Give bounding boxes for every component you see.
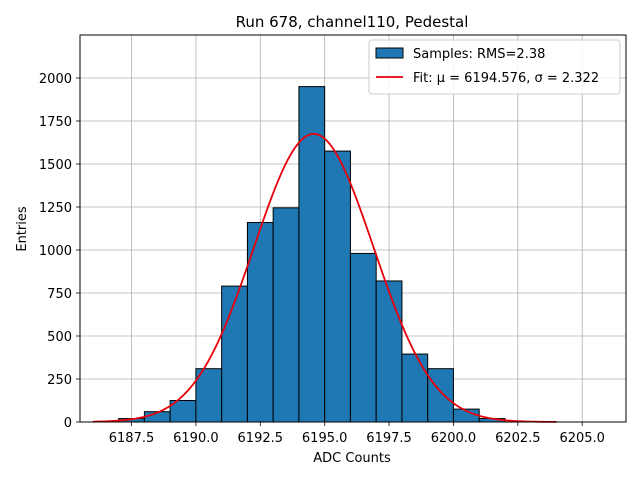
x-tick-label: 6195.0 [302, 431, 348, 446]
x-tick-label: 6192.5 [238, 431, 284, 446]
x-axis: 6187.5 6190.0 6192.5 6195.0 6197.5 6200.0 6202… [109, 422, 605, 446]
fit-curve [92, 133, 557, 423]
x-tick-label: 6197.5 [366, 431, 412, 446]
chart-title: Run 678, channel110, Pedestal [236, 13, 469, 31]
histogram-bar [401, 353, 429, 423]
y-tick-label: 500 [47, 330, 72, 345]
x-tick-label: 6202.5 [495, 431, 541, 446]
fit-curve-layer [92, 133, 557, 423]
x-tick-label: 6205.0 [559, 431, 605, 446]
histogram-bar [427, 368, 454, 423]
y-tick-label: 750 [47, 287, 72, 302]
histogram-bar [272, 207, 300, 423]
x-axis-label: ADC Counts [313, 451, 391, 466]
legend-label-histogram: Samples: RMS=2.38 [413, 47, 545, 62]
legend: Samples: RMS=2.38 Fit: μ = 6194.576, σ =… [368, 39, 621, 95]
y-tick-label: 0 [64, 416, 72, 431]
x-tick-label: 6187.5 [109, 431, 155, 446]
y-tick-label: 2000 [39, 72, 72, 87]
histogram-bar [246, 221, 274, 423]
y-tick-label: 250 [47, 373, 72, 388]
histogram-bar [375, 280, 403, 423]
histogram-bar [349, 252, 377, 423]
plot-frame [79, 34, 627, 423]
legend-label-fit: Fit: μ = 6194.576, σ = 2.322 [413, 71, 599, 86]
y-tick-label: 1750 [39, 115, 72, 130]
y-tick-label: 1500 [39, 158, 72, 173]
y-axis-label: Entries [15, 206, 30, 252]
y-tick-label: 1000 [39, 244, 72, 259]
x-tick-label: 6200.0 [431, 431, 477, 446]
y-tick-label: 1250 [39, 201, 72, 216]
legend-box [368, 39, 621, 95]
histogram-bar [298, 86, 326, 423]
y-axis: 0 250 500 750 1000 1250 1500 1750 2000 [39, 72, 80, 431]
x-tick-label: 6190.0 [173, 431, 219, 446]
histogram-bar [324, 150, 351, 423]
histogram-bar [221, 285, 248, 423]
legend-swatch-histogram [375, 47, 404, 59]
